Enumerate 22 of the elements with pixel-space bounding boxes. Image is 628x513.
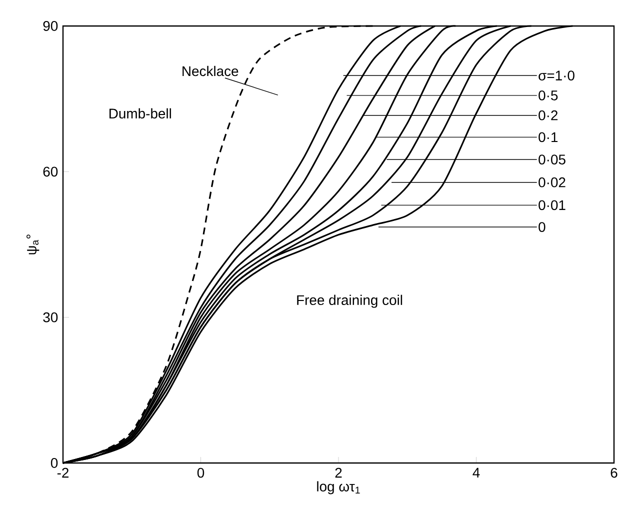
annotation: 0·05 xyxy=(538,154,566,164)
y-tick-label: 0 xyxy=(50,458,58,468)
y-tick-label: 60 xyxy=(43,166,58,177)
y-tick-label: 90 xyxy=(43,21,58,31)
annotation: 0·5 xyxy=(538,90,558,100)
annotation: 0·02 xyxy=(538,177,566,188)
annotation: 0·01 xyxy=(538,200,566,210)
annotation: 0·2 xyxy=(538,110,558,120)
annotation: 0 xyxy=(538,222,546,232)
x-tick-label: 0 xyxy=(197,468,204,478)
annotation: σ=1·0 xyxy=(538,70,574,80)
y-axis-title: ψ$_{a}$° xyxy=(26,234,40,254)
x-axis-title: log ωτ$_{1}$ xyxy=(317,481,360,494)
annotation: Dumb-bell xyxy=(110,108,171,119)
x-tick-label: 2 xyxy=(335,468,342,478)
y-tick-label: 30 xyxy=(43,312,58,322)
x-tick-label: -2 xyxy=(57,468,69,478)
x-tick-label: 6 xyxy=(610,468,618,478)
annotation: Free draining coil xyxy=(297,294,402,308)
x-tick-label: 4 xyxy=(472,468,480,478)
annotation: 0·1 xyxy=(538,132,558,142)
annotation: Necklace xyxy=(182,66,238,76)
